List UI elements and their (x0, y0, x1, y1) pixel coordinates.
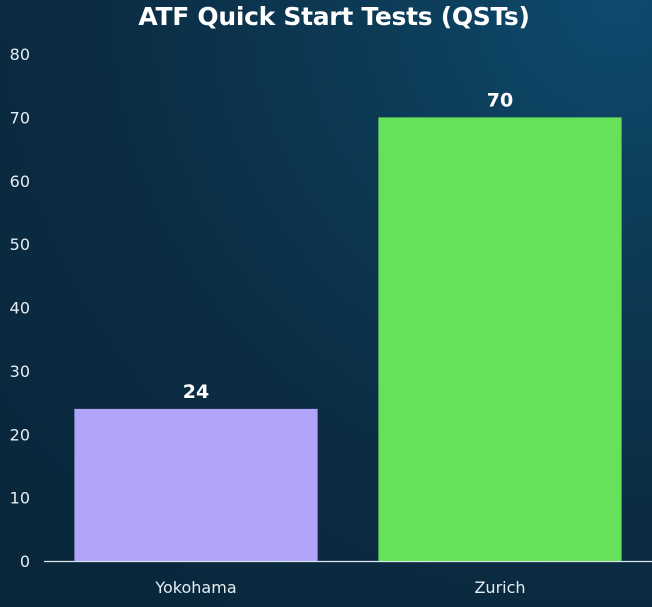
y-tick-label: 20 (10, 425, 30, 444)
y-tick-label: 70 (10, 108, 30, 127)
bars (74, 117, 622, 561)
data-label-yokohama: 24 (183, 381, 209, 403)
y-tick-label: 10 (10, 489, 30, 508)
y-axis-ticks: 0 10 20 30 40 50 60 70 80 (10, 45, 30, 571)
chart-title: ATF Quick Start Tests (QSTs) (138, 2, 530, 31)
bar-zurich (378, 117, 622, 561)
data-label-zurich: 70 (487, 89, 513, 111)
x-category-label-zurich: Zurich (474, 578, 525, 597)
y-tick-label: 0 (20, 552, 30, 571)
bar-yokohama (74, 408, 318, 561)
category-labels: Yokohama Zurich (154, 578, 525, 597)
y-tick-label: 60 (10, 172, 30, 191)
y-tick-label: 50 (10, 235, 30, 254)
y-tick-label: 30 (10, 362, 30, 381)
y-tick-label: 80 (10, 45, 30, 64)
y-tick-label: 40 (10, 299, 30, 318)
data-labels: 24 70 (183, 89, 513, 403)
x-category-label-yokohama: Yokohama (154, 578, 236, 597)
